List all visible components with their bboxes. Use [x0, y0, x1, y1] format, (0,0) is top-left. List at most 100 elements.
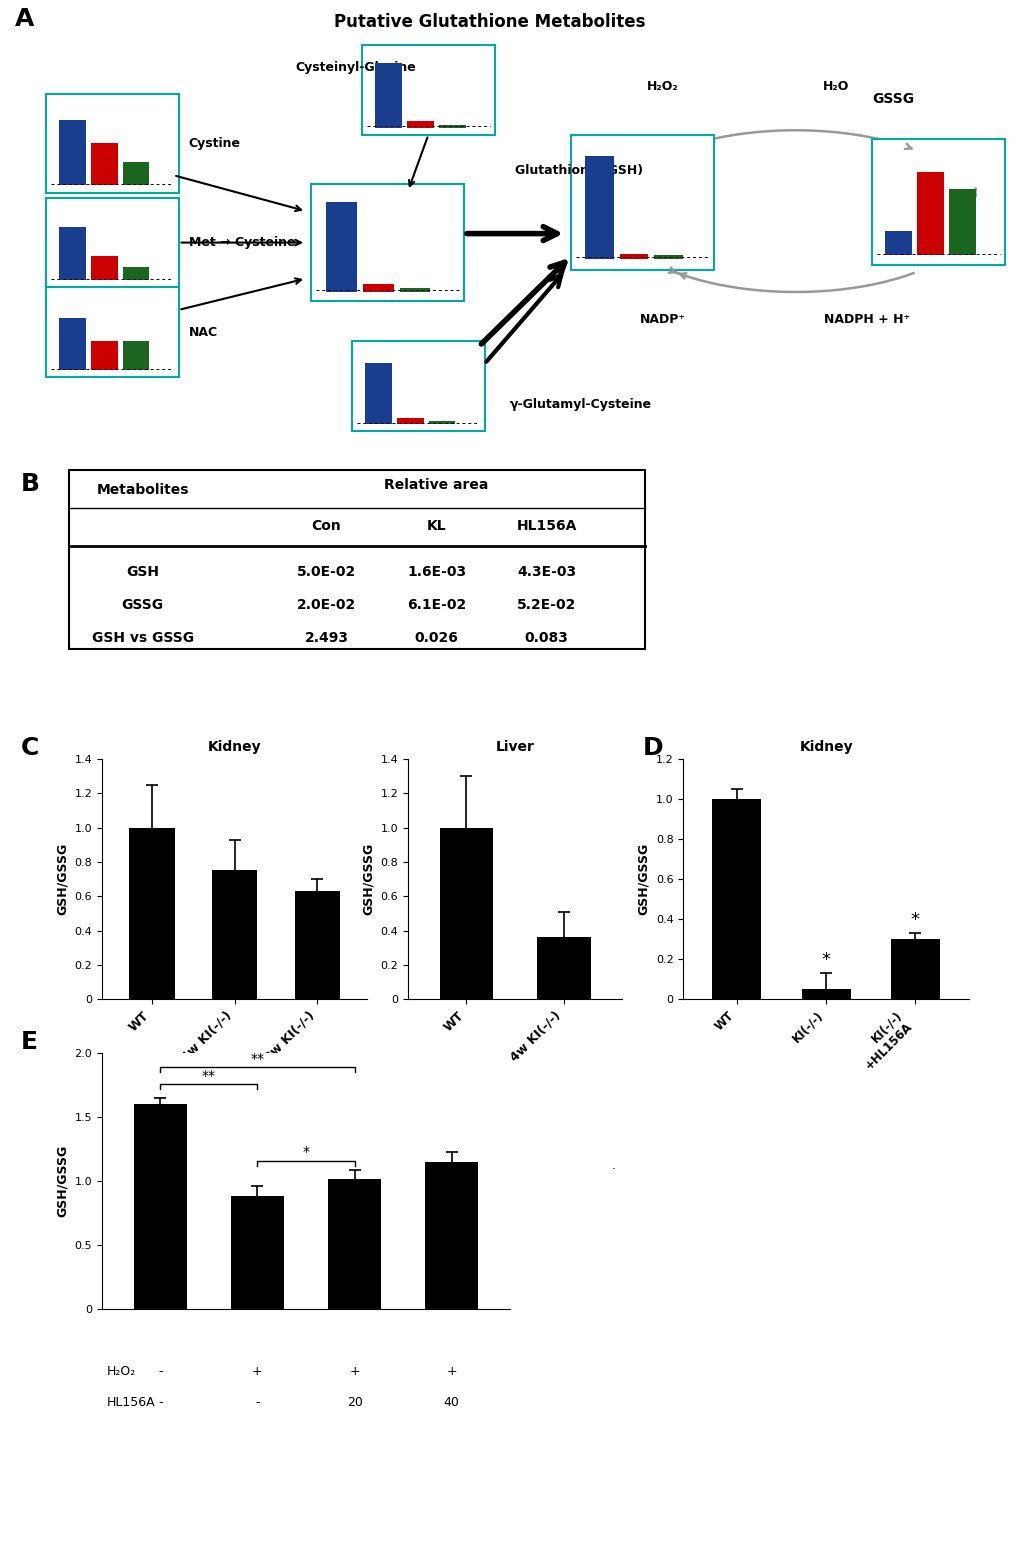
Text: 5.0E-02: 5.0E-02: [297, 565, 356, 579]
Text: *: *: [821, 951, 829, 970]
Text: Glutathione (GSH): Glutathione (GSH): [515, 164, 643, 177]
Text: KL: KL: [426, 519, 446, 533]
Bar: [91, 341, 117, 370]
Text: GSSG: GSSG: [121, 598, 164, 612]
Bar: [407, 121, 433, 127]
Bar: [890, 939, 940, 999]
Text: 2.0E-02: 2.0E-02: [297, 598, 356, 612]
Text: **: **: [251, 1052, 264, 1066]
Text: *: *: [303, 1145, 309, 1159]
Text: H₂O₂: H₂O₂: [646, 81, 679, 93]
Bar: [396, 418, 423, 424]
Bar: [59, 119, 86, 186]
Text: HL156A: HL156A: [516, 519, 577, 533]
Bar: [59, 226, 86, 280]
Title: Liver: Liver: [495, 740, 534, 754]
Text: Metabolites: Metabolites: [97, 483, 189, 497]
Text: 20: 20: [346, 1396, 362, 1408]
Bar: [711, 799, 761, 999]
Text: Con: Con: [311, 519, 341, 533]
Text: H₂O: H₂O: [822, 81, 849, 93]
Bar: [363, 283, 393, 291]
Bar: [122, 161, 149, 186]
Bar: [327, 1179, 381, 1309]
Text: 40: 40: [443, 1396, 460, 1408]
Text: NADP⁺: NADP⁺: [639, 313, 686, 327]
Text: C: C: [20, 736, 39, 759]
Bar: [91, 256, 117, 280]
Bar: [91, 143, 117, 186]
Text: 6.1E-02: 6.1E-02: [407, 598, 466, 612]
Bar: [128, 827, 174, 999]
Bar: [871, 139, 1004, 265]
Text: E: E: [20, 1030, 38, 1053]
Bar: [399, 288, 430, 291]
Bar: [133, 1104, 186, 1309]
Text: +: +: [252, 1365, 263, 1379]
Bar: [375, 62, 401, 127]
Text: Relative area: Relative area: [384, 479, 488, 493]
Title: Kidney: Kidney: [799, 740, 852, 754]
Text: B: B: [20, 472, 40, 496]
Bar: [916, 172, 943, 256]
Bar: [571, 135, 713, 270]
Text: +: +: [446, 1365, 457, 1379]
Bar: [438, 124, 465, 127]
Y-axis label: GSH/GSSG: GSH/GSSG: [637, 843, 650, 915]
Bar: [69, 469, 644, 649]
Text: Met → Cysteine: Met → Cysteine: [189, 235, 294, 249]
Title: Kidney: Kidney: [208, 740, 261, 754]
Bar: [352, 341, 484, 431]
Text: 2.493: 2.493: [304, 632, 348, 646]
Text: H₂O₂: H₂O₂: [107, 1365, 136, 1379]
Text: -: -: [255, 1396, 260, 1408]
Text: -: -: [158, 1396, 162, 1408]
Text: 1.6E-03: 1.6E-03: [407, 565, 466, 579]
Bar: [230, 1196, 284, 1309]
Text: A: A: [15, 6, 35, 31]
Text: 5.2E-02: 5.2E-02: [517, 598, 576, 612]
Bar: [428, 421, 454, 424]
Text: NAC: NAC: [189, 325, 218, 339]
Text: GSH: GSH: [126, 565, 159, 579]
Bar: [620, 254, 648, 259]
Bar: [362, 45, 494, 135]
Text: Putative Glutathione Metabolites: Putative Glutathione Metabolites: [333, 14, 645, 31]
Text: 0.026: 0.026: [414, 632, 459, 646]
Bar: [653, 256, 682, 259]
Bar: [46, 288, 178, 378]
Text: -: -: [158, 1365, 162, 1379]
Text: GSH vs GSSG: GSH vs GSSG: [92, 632, 194, 646]
Bar: [425, 1162, 478, 1309]
Bar: [365, 362, 391, 424]
Bar: [122, 266, 149, 280]
Text: 0.083: 0.083: [524, 632, 569, 646]
Y-axis label: GSH/GSSG: GSH/GSSG: [362, 843, 375, 915]
Text: D: D: [642, 736, 662, 759]
Bar: [311, 184, 464, 301]
Bar: [948, 189, 974, 256]
Text: **: **: [202, 1069, 216, 1083]
Bar: [326, 203, 357, 291]
Bar: [122, 341, 149, 370]
Text: 4.3E-03: 4.3E-03: [517, 565, 576, 579]
Text: GSSG: GSSG: [871, 91, 913, 105]
Bar: [801, 990, 850, 999]
Bar: [212, 871, 257, 999]
Text: Cystine: Cystine: [189, 138, 240, 150]
Bar: [884, 231, 911, 256]
Bar: [294, 891, 340, 999]
Text: *: *: [910, 911, 919, 929]
Text: NADPH + H⁺: NADPH + H⁺: [823, 313, 909, 327]
Text: +: +: [348, 1365, 360, 1379]
Text: Cysteinyl-Glycine: Cysteinyl-Glycine: [296, 60, 416, 74]
Bar: [439, 827, 493, 999]
Bar: [46, 94, 178, 194]
Bar: [585, 155, 613, 259]
Y-axis label: GSH/GSSG: GSH/GSSG: [56, 843, 69, 915]
Text: γ-Glutamyl-Cysteine: γ-Glutamyl-Cysteine: [510, 398, 651, 410]
Bar: [536, 937, 590, 999]
Text: HL156A: HL156A: [107, 1396, 155, 1408]
Text: .: .: [611, 1160, 615, 1173]
Bar: [46, 198, 178, 288]
